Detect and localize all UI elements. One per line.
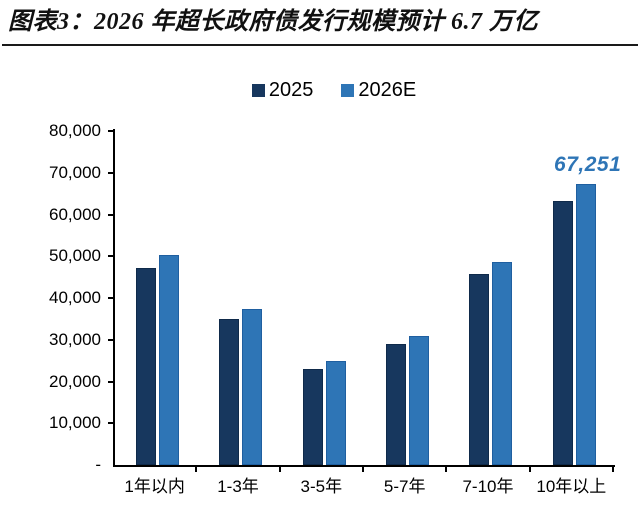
bar-2026e-7-10年 <box>492 261 513 465</box>
bar-2026e-10年以上 <box>575 184 596 465</box>
bar-2026e-3-5年 <box>325 361 346 465</box>
bar-2025-1-3年 <box>219 318 240 465</box>
x-tick <box>445 467 448 472</box>
legend-swatch-2026e <box>341 83 355 97</box>
x-axis-label-5-7年: 5-7年 <box>383 477 426 496</box>
y-tick <box>108 255 113 258</box>
legend-item-2026e: 2026E <box>341 80 416 100</box>
bar-2025-1年以内 <box>136 267 156 465</box>
bar-2025-10年以上 <box>552 200 573 465</box>
y-tick <box>108 422 113 425</box>
y-tick-label: 30,000 <box>49 329 101 349</box>
x-axis-label-1-3年: 1-3年 <box>217 477 259 496</box>
y-tick-label: 70,000 <box>49 162 101 182</box>
y-axis-line <box>113 129 115 467</box>
y-tick-label: - <box>95 455 101 474</box>
legend-label: 2025 <box>268 79 314 101</box>
y-tick-label: 80,000 <box>49 121 101 140</box>
y-tick <box>108 380 113 383</box>
legend-swatch-2025 <box>251 83 265 97</box>
y-tick <box>108 171 113 174</box>
y-tick-label: 40,000 <box>49 288 101 307</box>
bar-2025-5-7年 <box>386 343 406 465</box>
bar-2026e-1-3年 <box>242 308 263 465</box>
x-tick <box>612 467 614 472</box>
bar-2026e-1年以内 <box>159 255 179 465</box>
y-tick-label: 10,000 <box>49 413 101 433</box>
x-axis-label-7-10年: 7-10年 <box>462 477 514 496</box>
x-tick <box>362 467 364 472</box>
x-tick <box>195 467 198 472</box>
y-tick-label: 50,000 <box>49 246 101 266</box>
y-tick <box>108 338 113 341</box>
x-tick <box>278 467 281 472</box>
bar-value-label: 67,251 <box>554 153 622 177</box>
chart-legend: 2025 2026E <box>14 80 640 100</box>
x-axis-label-3-5年: 3-5年 <box>300 477 343 496</box>
bar-2026e-5-7年 <box>409 335 429 465</box>
x-axis-line <box>113 465 615 467</box>
y-tick <box>108 130 113 132</box>
legend-label: 2026E <box>358 79 417 101</box>
x-tick <box>528 467 531 472</box>
title-divider <box>2 44 638 46</box>
bar-2025-7-10年 <box>469 274 490 465</box>
x-axis-label-1年以内: 1年以内 <box>124 477 185 496</box>
y-tick-label: 20,000 <box>49 371 101 391</box>
bar-2025-3-5年 <box>302 368 323 465</box>
y-tick <box>108 213 113 216</box>
y-tick <box>108 297 113 299</box>
chart-title: 图表3：2026 年超长政府债发行规模预计 6.7 万亿 <box>8 9 538 35</box>
legend-item-2025: 2025 <box>251 79 314 101</box>
y-tick-label: 60,000 <box>49 204 101 224</box>
x-axis-label-10年以上: 10年以上 <box>536 477 607 496</box>
